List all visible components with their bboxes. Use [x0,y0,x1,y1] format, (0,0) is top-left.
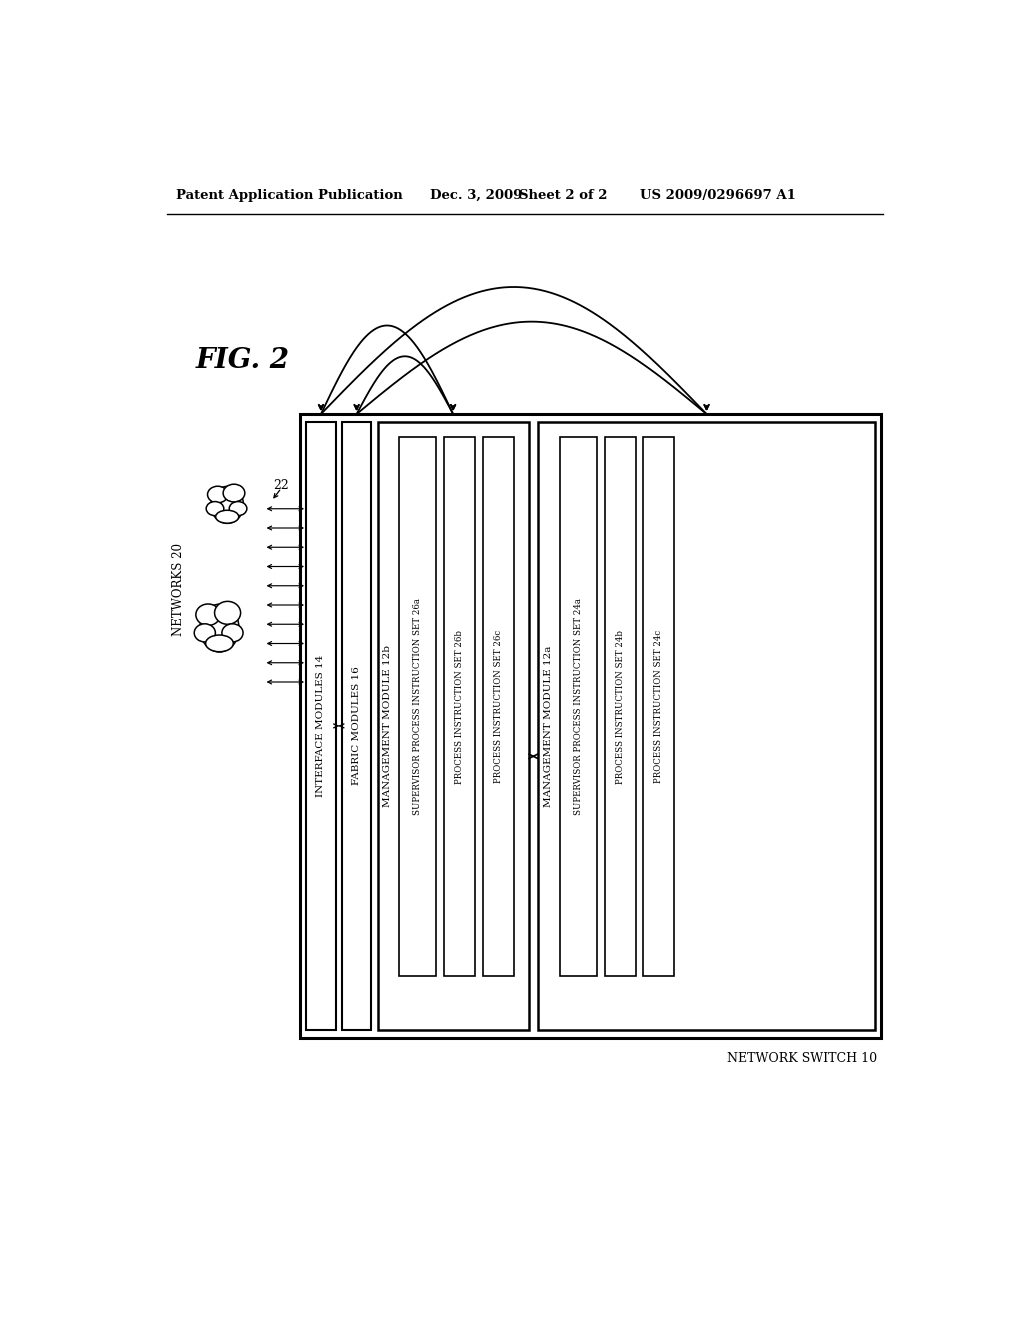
Text: PROCESS INSTRUCTION SET 24c: PROCESS INSTRUCTION SET 24c [654,630,664,783]
Ellipse shape [222,624,243,642]
Ellipse shape [216,511,239,523]
Text: FABRIC MODULES 16: FABRIC MODULES 16 [352,667,361,785]
Ellipse shape [206,635,233,652]
Text: NETWORK SWITCH 10: NETWORK SWITCH 10 [727,1052,878,1065]
Bar [538,422,876,1030]
Bar [300,414,882,1038]
Bar [399,437,436,977]
Text: US 2009/0296697 A1: US 2009/0296697 A1 [640,189,796,202]
Ellipse shape [211,487,244,524]
Bar [643,437,675,977]
Bar [444,437,475,977]
Ellipse shape [196,605,220,626]
Text: PROCESS INSTRUCTION SET 26b: PROCESS INSTRUCTION SET 26b [456,630,464,784]
Text: PROCESS INSTRUCTION SET 26c: PROCESS INSTRUCTION SET 26c [494,630,503,783]
Text: Dec. 3, 2009: Dec. 3, 2009 [430,189,522,202]
Text: Patent Application Publication: Patent Application Publication [176,189,402,202]
Ellipse shape [200,605,239,652]
Text: MANAGEMENT MODULE 12a: MANAGEMENT MODULE 12a [544,645,553,807]
Text: NETWORKS 20: NETWORKS 20 [172,543,185,636]
Text: 22: 22 [273,479,290,492]
Text: INTERFACE MODULES 14: INTERFACE MODULES 14 [316,655,326,797]
Bar [560,437,597,977]
Ellipse shape [223,484,245,502]
Text: SUPERVISOR PROCESS INSTRUCTION SET 26a: SUPERVISOR PROCESS INSTRUCTION SET 26a [414,598,422,814]
Text: SUPERVISOR PROCESS INSTRUCTION SET 24a: SUPERVISOR PROCESS INSTRUCTION SET 24a [573,598,583,814]
Bar [306,422,336,1030]
Bar [483,437,514,977]
Ellipse shape [229,502,247,516]
Bar [378,422,528,1030]
Ellipse shape [215,602,241,624]
Text: MANAGEMENT MODULE 12b: MANAGEMENT MODULE 12b [383,645,392,807]
Text: Sheet 2 of 2: Sheet 2 of 2 [519,189,608,202]
Text: PROCESS INSTRUCTION SET 24b: PROCESS INSTRUCTION SET 24b [615,630,625,784]
Ellipse shape [206,502,224,516]
Bar [604,437,636,977]
Ellipse shape [208,486,228,503]
Text: FIG. 2: FIG. 2 [196,347,290,374]
Ellipse shape [195,624,215,642]
Bar [342,422,372,1030]
